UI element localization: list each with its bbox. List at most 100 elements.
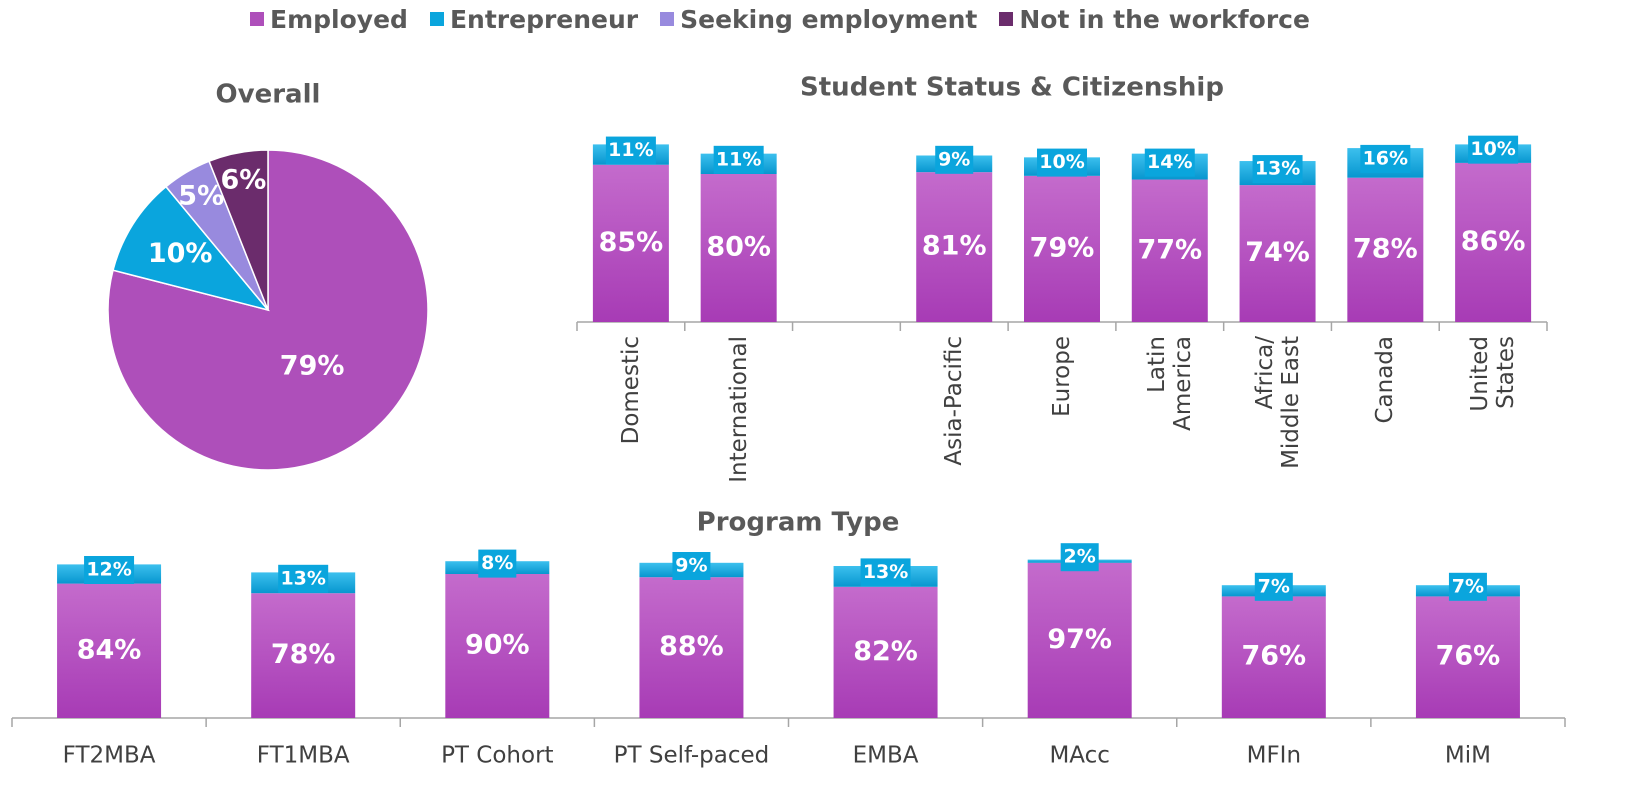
bar-segment (57, 583, 162, 718)
bar-label-box (84, 556, 135, 584)
bar-segment (639, 577, 744, 718)
bar-segment (1027, 562, 1132, 718)
bar-label-box (935, 145, 974, 174)
bar-label-box (713, 145, 764, 174)
bar-label-box (1060, 543, 1099, 572)
legend-label: Employed (270, 4, 408, 34)
bar-label-box (278, 564, 329, 593)
bar-label: 7% (1258, 575, 1290, 597)
bar-label-box (1360, 144, 1411, 173)
bar-label: 84% (77, 634, 142, 665)
pie-label: 5% (178, 181, 224, 212)
chart-title: Student Status & Citizenship (800, 73, 1224, 103)
legend-swatch (250, 12, 265, 26)
bar-label: 9% (938, 148, 970, 170)
bar-label: 10% (1470, 138, 1515, 160)
legend: Employed Entrepreneur Seeking employment No… (0, 0, 1560, 38)
x-tick-label: FT2MBA (63, 743, 156, 769)
bar-label: 2% (1064, 546, 1096, 568)
x-tick-label: Africa/ Middle East (1251, 336, 1304, 469)
bar-label: 88% (659, 631, 724, 662)
bar-label-box (605, 136, 656, 165)
legend-label: Entrepreneur (449, 4, 639, 34)
bar-label: 97% (1047, 624, 1112, 655)
bar-label: 76% (1241, 641, 1306, 672)
legend-label: Seeking employment (680, 4, 978, 34)
bar-label: 82% (853, 636, 918, 667)
bar-segment (1239, 185, 1316, 322)
legend-item: Not in the workforce (999, 5, 1310, 34)
bar-label: 77% (1137, 234, 1202, 265)
bar-label: 13% (1255, 158, 1300, 180)
legend-swatch (660, 12, 675, 26)
bar-segment (1024, 175, 1100, 322)
bar-label: 8% (481, 552, 513, 574)
bar-label: 81% (922, 231, 987, 262)
x-tick-label: MFIn (1247, 743, 1301, 769)
bar-segment (592, 164, 669, 322)
chart-title: Overall (216, 80, 321, 110)
pie-slice (112, 185, 271, 312)
x-tick-label: PT Self-paced (614, 743, 770, 769)
bar-label: 14% (1147, 151, 1192, 173)
x-tick-label: Domestic (617, 336, 644, 445)
bar-label-box (1254, 572, 1293, 601)
bar-label: 7% (1452, 575, 1484, 597)
bar-label: 11% (608, 139, 653, 161)
bar-segment (1221, 596, 1326, 718)
bar-label-box (478, 549, 517, 578)
bar-label: 9% (675, 555, 707, 577)
bar-label: 90% (465, 630, 530, 661)
bar-label: 10% (1039, 151, 1084, 173)
bar-label-box (1252, 155, 1303, 184)
bar-label: 13% (280, 567, 325, 589)
x-tick-label: MiM (1445, 743, 1491, 769)
pie-label: 10% (148, 238, 213, 269)
legend-item: Employed (250, 5, 408, 34)
bar-label-box (1037, 148, 1087, 177)
pie-label: 79% (280, 350, 345, 381)
legend-label: Not in the workforce (1019, 4, 1310, 34)
bar-label: 74% (1245, 237, 1310, 268)
bar-label-box (1144, 148, 1195, 177)
bar-segment (1455, 162, 1532, 322)
pie-label: 6% (220, 165, 266, 196)
legend-swatch (999, 12, 1014, 26)
legend-item: Seeking employment (660, 5, 977, 34)
bar-label: 12% (86, 559, 131, 581)
x-tick-label: United States (1467, 336, 1520, 412)
x-tick-label: Asia-Pacific (941, 336, 968, 466)
bar-label-box (1448, 572, 1487, 601)
bar-label-box (1468, 135, 1519, 164)
legend-item: Entrepreneur (429, 4, 639, 34)
bar-label: 80% (706, 232, 771, 263)
bar-label: 13% (863, 561, 908, 583)
bar-label: 78% (271, 639, 336, 670)
bar-label-box (672, 552, 711, 580)
bar-label-box (860, 558, 911, 587)
bar-segment (700, 174, 777, 322)
x-tick-label: FT1MBA (257, 743, 350, 769)
x-tick-label: PT Cohort (441, 743, 553, 769)
bar-label: 78% (1353, 233, 1418, 264)
bar-segment (1415, 596, 1520, 718)
bar-label: 16% (1363, 147, 1408, 169)
x-tick-label: Canada (1372, 336, 1399, 424)
x-tick-label: EMBA (853, 743, 919, 769)
x-tick-label: International (725, 336, 752, 483)
legend-swatch (429, 12, 444, 26)
pie-slice (208, 149, 269, 311)
chart-title: Program Type (697, 508, 900, 538)
bar-segment (1347, 177, 1424, 322)
x-tick-label: MAcc (1049, 743, 1109, 769)
bar-segment (916, 172, 993, 322)
bar-segment (445, 574, 550, 718)
bar-label: 11% (716, 148, 761, 170)
bar-segment (1131, 179, 1208, 322)
bar-label: 85% (599, 227, 664, 258)
bar-segment (251, 593, 356, 718)
bar-segment (833, 586, 938, 718)
x-tick-label: Latin America (1143, 336, 1196, 431)
